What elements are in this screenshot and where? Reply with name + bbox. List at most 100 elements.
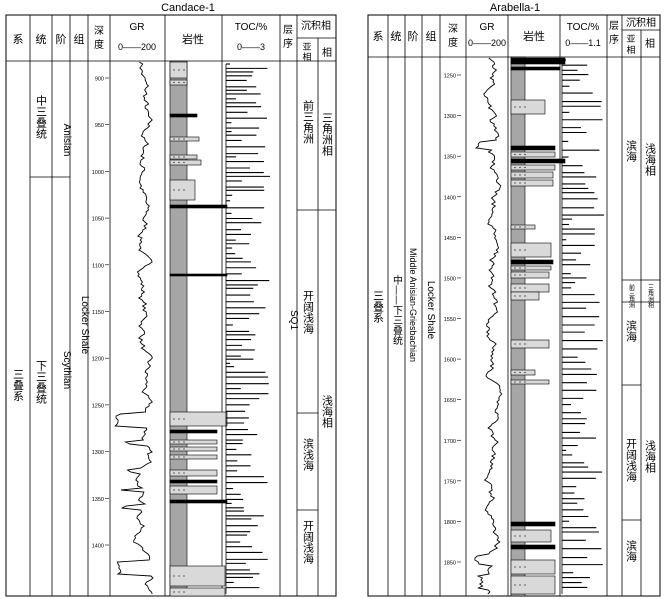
depth-tick-label: 1050 bbox=[92, 217, 104, 223]
depth-tick-label: 950 bbox=[95, 123, 104, 129]
header-lithology: 岩性 bbox=[182, 32, 204, 46]
arabella-facies-3: 浅海相 bbox=[644, 440, 657, 473]
arabella-lithology-column bbox=[510, 56, 566, 597]
candace-system-label: 三叠系 bbox=[12, 369, 25, 402]
arabella-system-label: 三叠系 bbox=[372, 290, 385, 323]
candace-lithology-column bbox=[169, 60, 228, 597]
arabella-header-facies-group: 沉积相 bbox=[626, 16, 656, 29]
depth-tick-label: 1600 bbox=[444, 358, 456, 364]
svg-text:度: 度 bbox=[94, 38, 104, 51]
arabella-subfacies-1: 滨海 bbox=[625, 139, 638, 163]
candace-stage-scythian: Scythian bbox=[61, 351, 72, 389]
arabella-header-sequence: 层 序 bbox=[609, 20, 619, 46]
arabella-stage-label: Middle Anisian-Griesbachian bbox=[408, 248, 418, 362]
arabella-header-facies: 相 bbox=[645, 37, 655, 50]
depth-tick-label: 1550 bbox=[444, 317, 456, 323]
svg-text:相: 相 bbox=[626, 44, 635, 56]
header-series: 统 bbox=[36, 33, 47, 46]
depth-tick-label: 1450 bbox=[444, 236, 456, 242]
depth-tick-label: 1400 bbox=[444, 195, 456, 201]
depth-tick-label: 1100 bbox=[92, 263, 104, 269]
candace-subfacies-2: 开阔浅海 bbox=[302, 290, 315, 335]
depth-tick-label: 1200 bbox=[92, 357, 104, 363]
depth-tick-label: 1300 bbox=[92, 450, 104, 456]
depth-tick-label: 1750 bbox=[444, 479, 456, 485]
header-system: 系 bbox=[13, 33, 24, 46]
candace-sequence: SQ1 bbox=[288, 310, 299, 330]
header-facies: 相 bbox=[322, 46, 332, 59]
header-subfacies: 亚 相 bbox=[302, 42, 311, 63]
header-facies-group: 沉积相 bbox=[301, 19, 331, 32]
depth-tick-label: 1350 bbox=[444, 155, 456, 161]
arabella-header-toc: TOC/% bbox=[567, 22, 600, 33]
depth-tick-label: 1850 bbox=[444, 561, 456, 567]
svg-text:深: 深 bbox=[448, 23, 458, 35]
candace-subfacies-4: 开阔浅海 bbox=[302, 520, 315, 565]
arabella-header-series: 统 bbox=[391, 30, 402, 43]
svg-text:深: 深 bbox=[94, 25, 104, 37]
depth-tick-label: 1250 bbox=[92, 403, 104, 409]
svg-text:相: 相 bbox=[302, 51, 311, 63]
header-toc-scale: 0——3 bbox=[237, 42, 265, 52]
depth-tick-label: 1350 bbox=[92, 497, 104, 503]
depth-tick-label: 1250 bbox=[444, 74, 456, 80]
arabella-header-stage: 阶 bbox=[408, 29, 419, 43]
header-toc: TOC/% bbox=[235, 22, 268, 33]
header-formation: 组 bbox=[74, 32, 85, 46]
arabella-header-subfacies: 亚 相 bbox=[626, 34, 635, 56]
depth-tick-label: 1800 bbox=[444, 520, 456, 526]
arabella-header-formation: 组 bbox=[426, 29, 437, 43]
arabella-title: Arabella-1 bbox=[490, 2, 540, 14]
svg-text:亚: 亚 bbox=[626, 34, 635, 45]
candace-subfacies-3: 滨浅海 bbox=[302, 437, 315, 472]
svg-text:度: 度 bbox=[448, 36, 458, 49]
arabella-header-system: 系 bbox=[373, 30, 384, 43]
arabella-depth-ticks: 1250 1300 1350 1400 1450 1500 1550 1600 1650 1700… bbox=[444, 74, 461, 567]
svg-text:序: 序 bbox=[609, 33, 619, 46]
svg-text:亚: 亚 bbox=[302, 42, 311, 53]
arabella-subfacies-4: 开阔浅海 bbox=[625, 438, 638, 483]
depth-tick-label: 1300 bbox=[444, 114, 456, 120]
arabella-header-gr: GR bbox=[480, 22, 495, 33]
depth-tick-label: 1650 bbox=[444, 398, 456, 404]
candace-facies-2: 浅海相 bbox=[321, 395, 334, 428]
arabella-formation: Locker Shale bbox=[425, 281, 436, 340]
header-sequence: 层 序 bbox=[283, 24, 293, 50]
candace-subfacies-1: 前三角洲 bbox=[302, 99, 315, 144]
arabella-panel: Arabella-1 系 统 阶 组 深 度 bbox=[367, 2, 661, 597]
header-gr: GR bbox=[130, 22, 145, 33]
arabella-subfacies-2: 前三角洲 bbox=[628, 283, 635, 308]
candace-toc-bars bbox=[225, 63, 270, 594]
arabella-header-depth: 深 度 bbox=[448, 23, 458, 49]
candace-stage-anisian: Anisian bbox=[61, 124, 72, 157]
depth-tick-label: 1700 bbox=[444, 439, 456, 445]
arabella-toc-bars bbox=[561, 59, 604, 594]
arabella-subfacies-3: 滨海 bbox=[625, 319, 638, 343]
arabella-subfacies-5: 滨海 bbox=[625, 539, 638, 563]
arabella-header-lithology: 岩性 bbox=[523, 29, 545, 43]
candace-panel: Candace-1 系 统 阶 组 bbox=[5, 2, 337, 597]
header-depth: 深 度 bbox=[94, 25, 104, 51]
header-stage: 阶 bbox=[56, 32, 67, 46]
depth-tick-label: 1400 bbox=[92, 544, 104, 550]
arabella-gr-curve bbox=[474, 57, 503, 595]
candace-series-lower: 下三叠统 bbox=[35, 360, 48, 404]
candace-title: Candace-1 bbox=[161, 2, 215, 14]
depth-tick-label: 900 bbox=[95, 77, 104, 83]
arabella-facies-2: 三角洲相 bbox=[647, 284, 654, 309]
depth-tick-label: 1150 bbox=[92, 310, 104, 316]
svg-text:层: 层 bbox=[609, 20, 619, 32]
candace-series-middle: 中三叠统 bbox=[35, 95, 48, 139]
candace-gr-curve bbox=[114, 61, 154, 595]
arabella-header-gr-scale: 0——200 bbox=[468, 38, 506, 48]
svg-text:序: 序 bbox=[283, 37, 293, 50]
depth-tick-label: 1000 bbox=[92, 170, 104, 176]
depth-tick-label: 1500 bbox=[444, 276, 456, 282]
arabella-header-toc-scale: 0——1.1 bbox=[565, 38, 601, 48]
candace-depth-ticks: 900 950 1000 1050 1100 1150 1200 1250 1300 1350 14… bbox=[92, 77, 109, 550]
candace-formation: Locker Shale bbox=[79, 296, 90, 355]
header-gr-scale: 0——200 bbox=[118, 42, 156, 52]
arabella-series-label: 中——下三叠统 bbox=[391, 274, 403, 345]
arabella-facies-1: 浅海相 bbox=[644, 143, 657, 176]
